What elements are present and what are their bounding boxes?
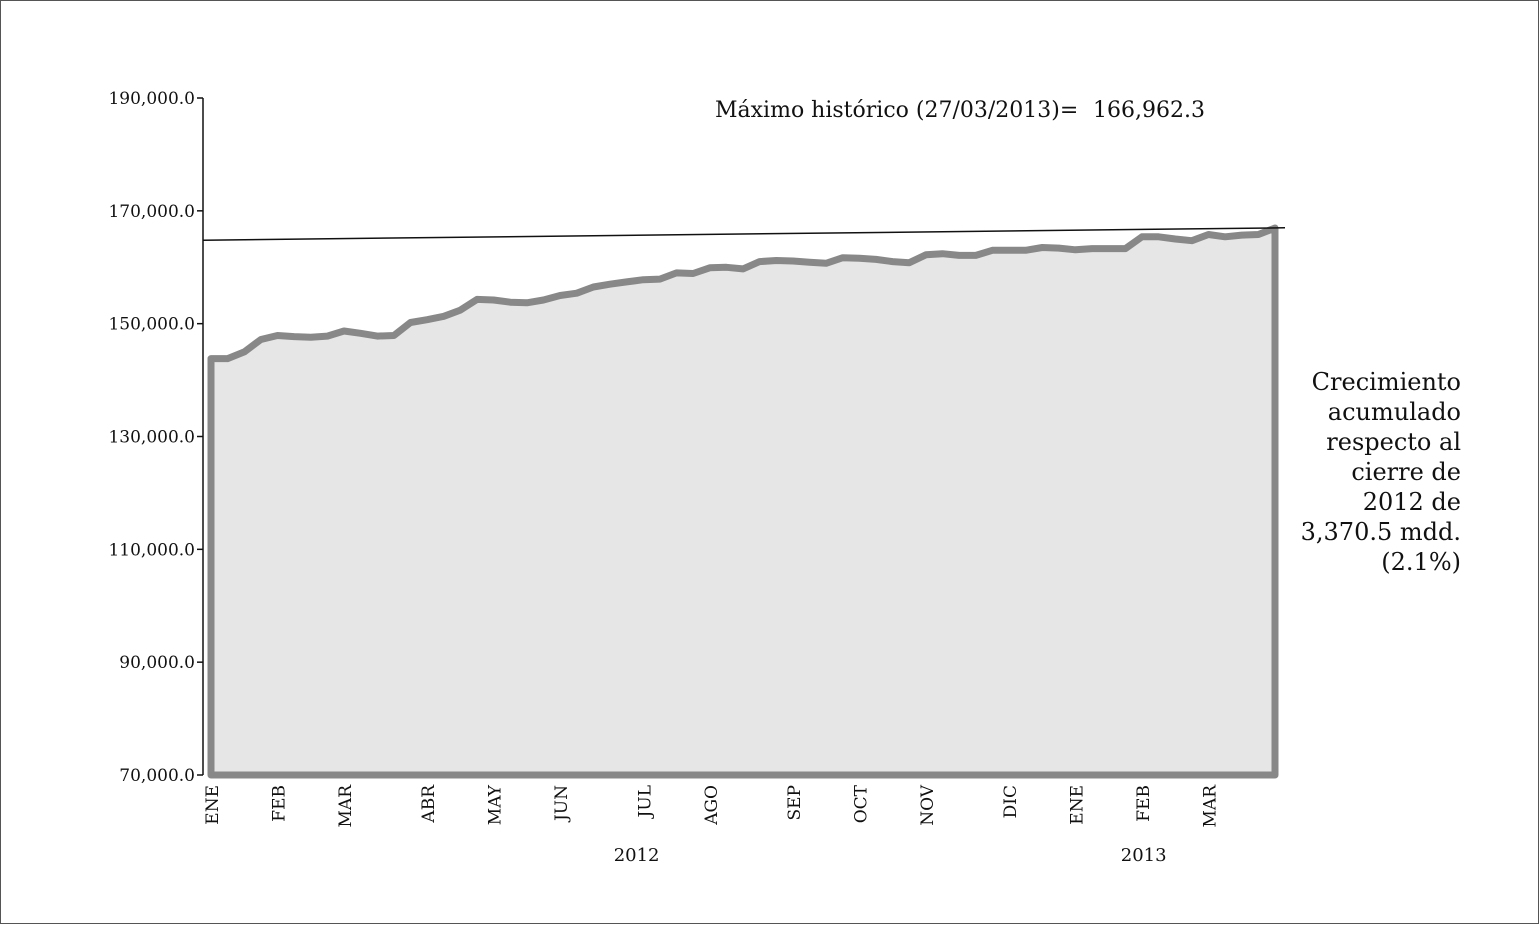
data-point <box>975 254 977 256</box>
y-tick-label: 150,000.0 <box>108 315 195 335</box>
x-month-label: ENE <box>203 785 223 825</box>
data-point <box>592 286 594 288</box>
growth-note: Crecimiento acumulado respecto al cierre… <box>1300 368 1461 576</box>
data-point <box>1191 240 1193 242</box>
data-point <box>1124 248 1126 250</box>
trend-line <box>202 227 1286 241</box>
data-point <box>1141 236 1143 238</box>
data-point <box>343 330 345 332</box>
data-point <box>858 257 860 259</box>
year-label: 2012 <box>614 845 660 866</box>
x-month-label: MAY <box>486 784 506 825</box>
data-point <box>360 332 362 334</box>
data-point <box>426 319 428 321</box>
max-historic-value: 166,962.3 <box>1093 98 1205 123</box>
data-point <box>210 358 212 360</box>
data-point <box>1041 247 1043 248</box>
x-month-label: MAR <box>1201 784 1221 828</box>
data-point <box>692 273 694 274</box>
x-month-label: FEB <box>1134 785 1154 822</box>
x-month-label: SEP <box>785 785 805 821</box>
area-series <box>207 224 1279 779</box>
data-point <box>825 262 827 264</box>
data-point <box>958 254 960 256</box>
data-point <box>326 335 328 337</box>
data-point <box>1208 234 1209 235</box>
data-point <box>759 261 761 263</box>
data-point <box>493 299 495 301</box>
data-point <box>1025 249 1027 251</box>
data-point <box>925 254 927 256</box>
data-point <box>410 322 411 323</box>
x-month-label: DIC <box>1001 785 1021 818</box>
max-historic-label: Máximo histórico (27/03/2013)= <box>715 98 1078 123</box>
data-point <box>1108 248 1110 250</box>
x-month-label: NOV <box>918 784 938 826</box>
x-month-label: FEB <box>270 785 290 822</box>
y-tick-label: 170,000.0 <box>108 202 195 222</box>
data-point <box>277 335 278 336</box>
x-month-label: ENE <box>1068 785 1088 825</box>
y-tick-label: 130,000.0 <box>108 428 195 448</box>
data-point <box>1241 234 1243 236</box>
data-point <box>1158 236 1160 238</box>
data-point <box>1224 236 1226 238</box>
data-point <box>243 351 245 353</box>
data-point <box>260 339 262 340</box>
data-point <box>459 309 461 311</box>
data-point <box>775 260 777 261</box>
data-point <box>875 258 877 260</box>
y-tick-label: 190,000.0 <box>108 89 195 109</box>
data-point <box>942 253 943 255</box>
data-point <box>626 281 628 283</box>
data-point <box>1174 238 1176 240</box>
x-month-label: MAR <box>336 784 356 828</box>
data-point <box>892 261 894 263</box>
data-point <box>509 301 511 303</box>
data-point <box>642 279 644 281</box>
data-point <box>393 335 395 336</box>
data-point <box>709 267 711 269</box>
data-point <box>742 268 744 270</box>
data-point <box>526 302 528 304</box>
data-point <box>991 249 993 251</box>
data-point <box>559 295 561 296</box>
data-point <box>908 262 910 264</box>
x-month-label: ABR <box>419 784 439 824</box>
data-point <box>1257 234 1259 235</box>
data-point <box>376 335 378 337</box>
data-point <box>310 336 312 338</box>
data-point <box>1091 248 1093 250</box>
x-month-label: JUN <box>552 785 572 823</box>
y-tick-label: 90,000.0 <box>119 653 195 673</box>
data-point <box>1058 247 1060 249</box>
y-tick-label: 110,000.0 <box>108 540 195 560</box>
data-point <box>792 260 794 262</box>
data-point <box>227 358 229 360</box>
y-tick-label: 70,000.0 <box>119 766 195 786</box>
data-point <box>609 283 611 285</box>
data-point <box>576 292 578 294</box>
x-month-label: OCT <box>851 784 871 823</box>
data-point <box>725 266 727 268</box>
data-point <box>1075 249 1076 251</box>
data-point <box>293 336 295 338</box>
data-point <box>543 299 544 301</box>
data-point <box>476 298 478 300</box>
data-point <box>1008 249 1010 251</box>
data-point <box>809 261 810 263</box>
data-point <box>842 257 844 259</box>
data-point <box>443 315 445 317</box>
data-point <box>659 278 661 280</box>
x-month-label: AGO <box>702 785 722 826</box>
year-label: 2013 <box>1121 845 1167 866</box>
x-month-label: JUL <box>635 785 655 819</box>
data-point <box>676 272 677 274</box>
